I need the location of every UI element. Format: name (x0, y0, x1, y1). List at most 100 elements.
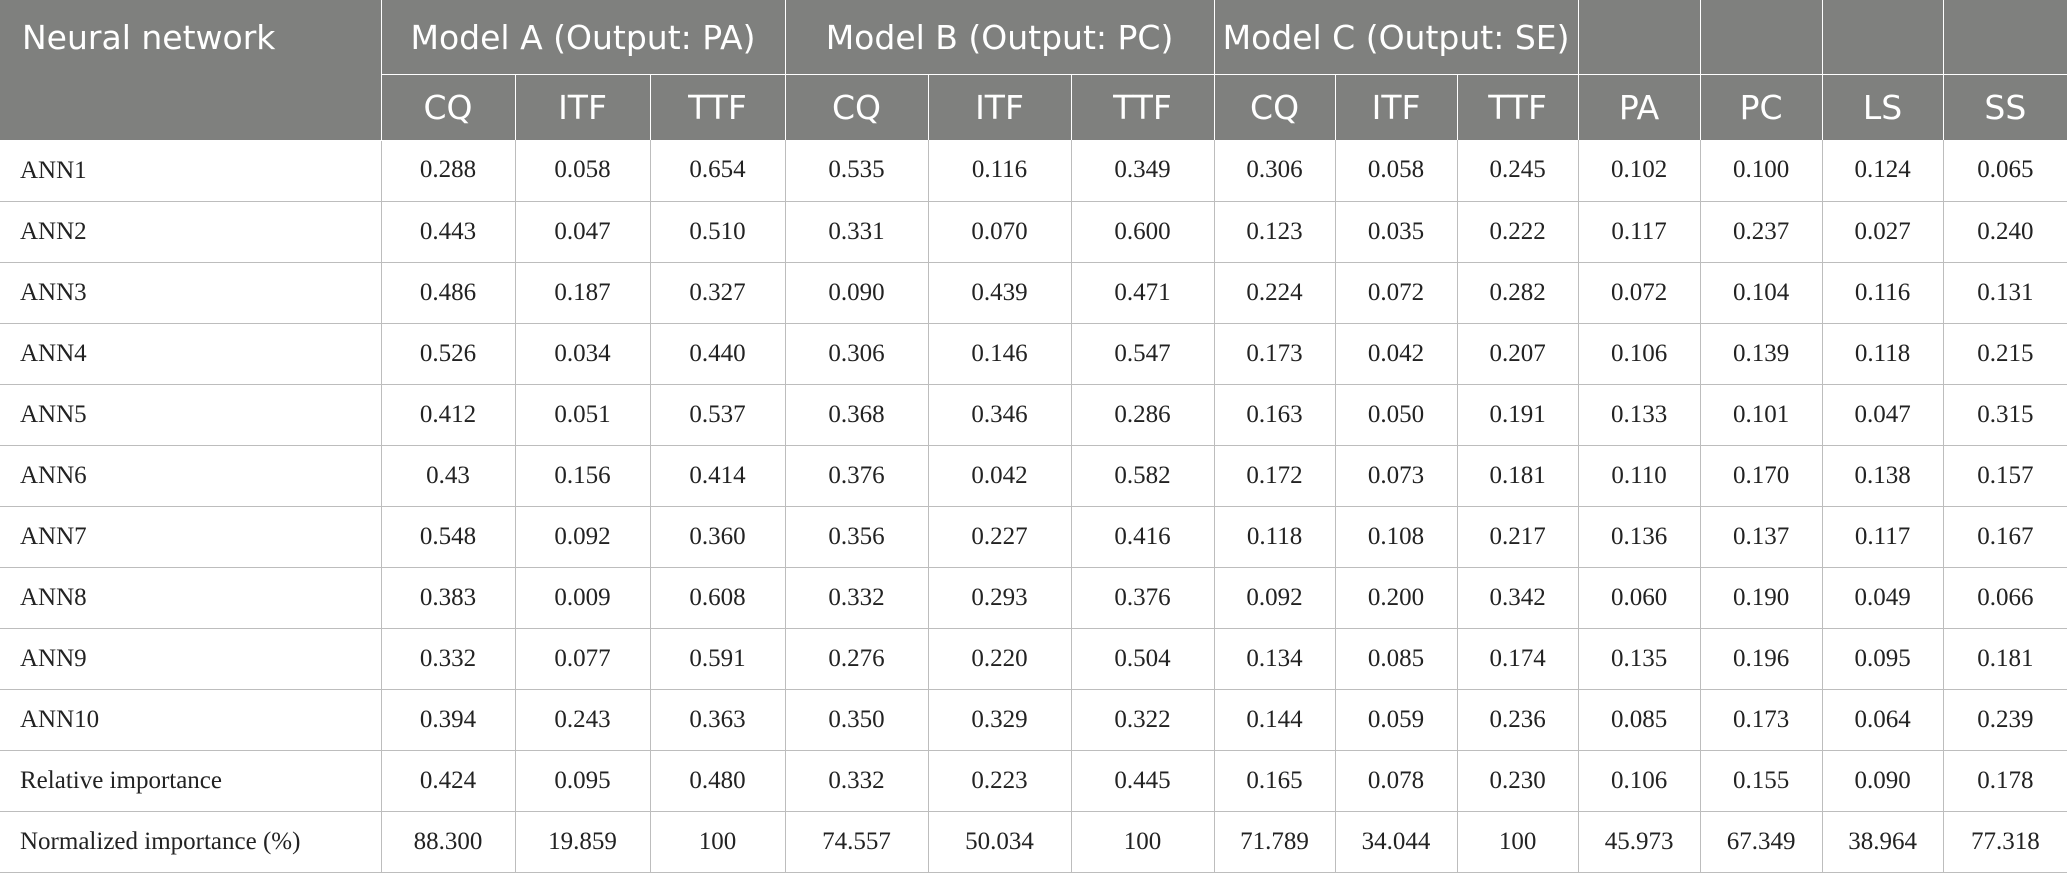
table-cell: 0.200 (1335, 567, 1458, 629)
table-cell: 0.047 (1822, 384, 1944, 446)
table-cell: 0.439 (928, 262, 1072, 324)
table-cell: 0.306 (785, 323, 929, 385)
table-row: Relative importance 0.424 0.095 0.480 0.332 0… (0, 750, 2067, 812)
table-cell: 0.146 (928, 323, 1072, 385)
table-cell: 0.034 (515, 323, 651, 385)
table-cell: 67.349 (1700, 811, 1823, 873)
table-cell: 0.332 (785, 567, 929, 629)
table-cell: 0.282 (1457, 262, 1579, 324)
empty-header-cell (1578, 0, 1701, 75)
table-cell: 0.217 (1457, 506, 1579, 568)
header-column-row: CQ ITF TTF CQ ITF TTF CQ ITF TTF PA PC L… (0, 74, 2067, 140)
table-cell: 0.064 (1822, 689, 1944, 751)
table-cell: 0.224 (1214, 262, 1336, 324)
table-cell: 0.090 (785, 262, 929, 324)
table-cell: 0.042 (928, 445, 1072, 507)
table-cell: 0.144 (1214, 689, 1336, 751)
table-cell: 0.077 (515, 628, 651, 690)
row-label: ANN5 (0, 384, 382, 446)
table-cell: 0.315 (1943, 384, 2067, 446)
table-cell: 0.547 (1071, 323, 1215, 385)
table-cell: 0.100 (1700, 140, 1823, 202)
table-cell: 0.190 (1700, 567, 1823, 629)
row-label: ANN7 (0, 506, 382, 568)
model-b-header: Model B (Output: PC) (785, 0, 1215, 75)
table-cell: 0.207 (1457, 323, 1579, 385)
table-cell: 34.044 (1335, 811, 1458, 873)
table-cell: 0.306 (1214, 140, 1336, 202)
table-cell: 0.582 (1071, 445, 1215, 507)
model-a-header: Model A (Output: PA) (381, 0, 786, 75)
table-cell: 19.859 (515, 811, 651, 873)
column-header: TTF (650, 74, 786, 140)
table-cell: 0.239 (1943, 689, 2067, 751)
table-cell: 88.300 (381, 811, 516, 873)
table-cell: 0.222 (1457, 201, 1579, 263)
table-cell: 0.591 (650, 628, 786, 690)
table-cell: 0.327 (650, 262, 786, 324)
table-cell: 0.346 (928, 384, 1072, 446)
table-cell: 0.440 (650, 323, 786, 385)
table-row: Normalized importance (%) 88.300 19.859 100… (0, 811, 2067, 873)
table-cell: 0.412 (381, 384, 516, 446)
table-cell: 0.051 (515, 384, 651, 446)
table-cell: 0.356 (785, 506, 929, 568)
table-cell: 0.155 (1700, 750, 1823, 812)
table-cell: 0.240 (1943, 201, 2067, 263)
table-cell: 0.072 (1335, 262, 1458, 324)
row-label: ANN10 (0, 689, 382, 751)
table-cell: 0.243 (515, 689, 651, 751)
table-cell: 0.116 (928, 140, 1072, 202)
table-cell: 0.117 (1578, 201, 1701, 263)
table-cell: 0.108 (1335, 506, 1458, 568)
table-cell: 0.329 (928, 689, 1072, 751)
table-cell: 0.095 (1822, 628, 1944, 690)
table-cell: 77.318 (1943, 811, 2067, 873)
empty-header-cell (1700, 0, 1823, 75)
table-cell: 0.101 (1700, 384, 1823, 446)
table-cell: 45.973 (1578, 811, 1701, 873)
table-cell: 0.196 (1700, 628, 1823, 690)
column-header: TTF (1457, 74, 1579, 140)
table-cell: 0.215 (1943, 323, 2067, 385)
row-label: ANN2 (0, 201, 382, 263)
table-cell: 0.085 (1335, 628, 1458, 690)
row-label: Relative importance (0, 750, 382, 812)
table-cell: 0.600 (1071, 201, 1215, 263)
column-header: ITF (515, 74, 651, 140)
table-cell: 0.376 (785, 445, 929, 507)
table-cell: 0.072 (1578, 262, 1701, 324)
table-cell: 38.964 (1822, 811, 1944, 873)
table-cell: 0.124 (1822, 140, 1944, 202)
table-cell: 0.445 (1071, 750, 1215, 812)
table-row: ANN3 0.486 0.187 0.327 0.090 0.439 0.471 0.224 0… (0, 262, 2067, 324)
table-cell: 0.394 (381, 689, 516, 751)
table-row: ANN8 0.383 0.009 0.608 0.332 0.293 0.376 0.092 0… (0, 567, 2067, 629)
table-cell: 0.116 (1822, 262, 1944, 324)
table-cell: 0.191 (1457, 384, 1579, 446)
table-cell: 0.181 (1943, 628, 2067, 690)
table-cell: 0.178 (1943, 750, 2067, 812)
table-cell: 0.480 (650, 750, 786, 812)
table-cell: 0.049 (1822, 567, 1944, 629)
table-cell: 0.138 (1822, 445, 1944, 507)
table-cell: 0.085 (1578, 689, 1701, 751)
table-cell: 0.276 (785, 628, 929, 690)
column-header: SS (1943, 74, 2067, 140)
table-cell: 0.050 (1335, 384, 1458, 446)
table-cell: 0.220 (928, 628, 1072, 690)
table-cell: 0.288 (381, 140, 516, 202)
column-header: CQ (785, 74, 929, 140)
table-cell: 0.133 (1578, 384, 1701, 446)
table-cell: 0.173 (1214, 323, 1336, 385)
table-cell: 0.102 (1578, 140, 1701, 202)
table-cell: 0.117 (1822, 506, 1944, 568)
table-cell: 0.134 (1214, 628, 1336, 690)
neural-network-header: Neural network (0, 0, 382, 141)
table-cell: 0.165 (1214, 750, 1336, 812)
table-cell: 71.789 (1214, 811, 1336, 873)
table-cell: 0.230 (1457, 750, 1579, 812)
table-cell: 0.060 (1578, 567, 1701, 629)
table-cell: 0.131 (1943, 262, 2067, 324)
row-label: ANN4 (0, 323, 382, 385)
